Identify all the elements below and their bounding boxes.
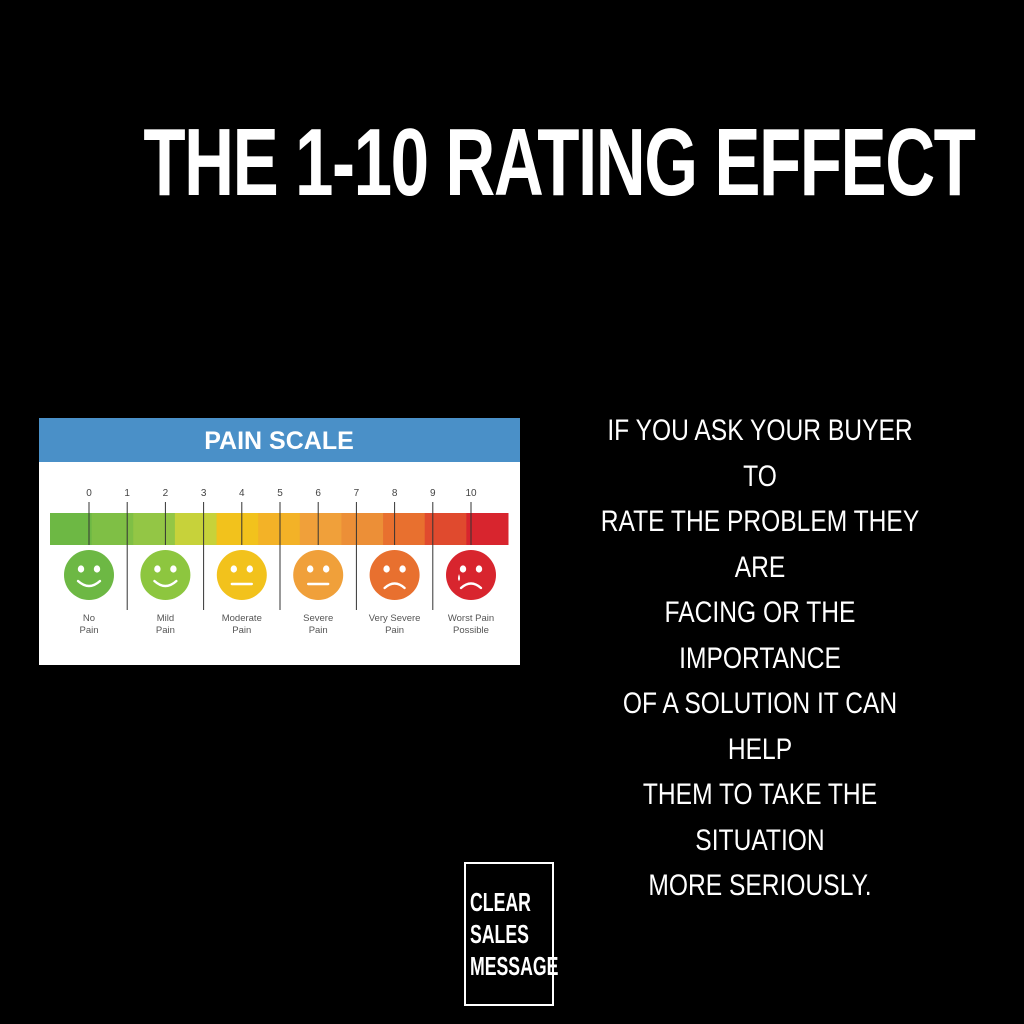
pain-scale-header (39, 418, 520, 462)
face-eye (307, 565, 314, 573)
body-line: RATE THE PROBLEM THEY ARE (600, 505, 920, 584)
scale-segment (424, 513, 467, 545)
face-mouth (383, 582, 406, 590)
body-text: IF YOU ASK YOUR BUYER TO RATE THE PROBLE… (596, 408, 924, 909)
scale-segment (383, 513, 426, 545)
headline: THE 1-10 RATING EFFECT (143, 109, 976, 216)
scale-segment (133, 513, 176, 545)
face-icon (369, 550, 420, 600)
face-icon (293, 550, 344, 600)
face-icon (140, 550, 191, 600)
face-eye (323, 565, 330, 573)
body-line: OF A SOLUTION IT CAN HELP (622, 687, 898, 766)
scale-number: 0 (86, 488, 92, 499)
body-line: FACING OR THE IMPORTANCE (664, 596, 856, 675)
face-mouth (459, 582, 483, 590)
scale-segment (466, 513, 509, 545)
scale-segment (174, 513, 218, 545)
face-eye (246, 565, 253, 573)
scale-segment (299, 513, 342, 545)
scale-number: 6 (315, 488, 321, 499)
face-label: Severe (303, 613, 333, 624)
scale-number: 9 (430, 488, 436, 499)
face-eye (383, 565, 390, 573)
face-label: Possible (453, 625, 489, 636)
face-eye (459, 565, 467, 573)
face-eye (399, 565, 406, 573)
scale-number: 1 (124, 488, 130, 499)
face-label: Worst Pain (448, 613, 494, 624)
logo-line: SALES (470, 919, 529, 949)
pain-scale-image: PAIN SCALE 0 1 2 3 4 5 6 7 8 9 10 No Pain Mild Pain Mo… (39, 418, 520, 665)
face-label: Pain (309, 625, 328, 636)
face-icon (216, 550, 267, 600)
scale-number: 10 (465, 488, 477, 499)
face-icon (64, 550, 114, 600)
face-tear (458, 574, 460, 581)
scale-number: 7 (354, 488, 360, 499)
face-eye (93, 565, 101, 573)
face-label: Pain (156, 625, 175, 636)
pain-scale-graphic: PAIN SCALE 0 1 2 3 4 5 6 7 8 9 10 NoPainMildPainMo… (39, 418, 520, 636)
face-icon (446, 550, 496, 600)
face-label: Very Severe (369, 613, 421, 624)
face-mouth (76, 579, 102, 588)
logo-line: CLEAR (470, 887, 531, 917)
body-line: MORE SERIOUSLY. (648, 869, 872, 902)
face-eye (77, 565, 85, 573)
face-label: No (83, 613, 95, 624)
pain-scale-faces: NoPainMildPainModeratePainSeverePainVery… (64, 550, 496, 636)
face-label: Pain (232, 625, 251, 636)
scale-number: 3 (201, 488, 207, 499)
scale-segment (258, 513, 301, 545)
face-label: Moderate (222, 613, 262, 624)
scale-number: 8 (392, 488, 398, 499)
logo-line: MESSAGE (470, 951, 559, 981)
scale-number: 4 (239, 488, 245, 499)
scale-segment (50, 513, 93, 545)
face-label: Mild (157, 613, 174, 624)
scale-number: 5 (277, 488, 283, 499)
face-label: Pain (385, 625, 404, 636)
scale-segment (216, 513, 259, 545)
pain-scale-numbers: 0 1 2 3 4 5 6 7 8 9 10 (86, 488, 477, 499)
face-eye (475, 565, 483, 573)
clear-sales-message-logo: CLEAR SALES MESSAGE (464, 862, 558, 1006)
body-line: IF YOU ASK YOUR BUYER TO (607, 414, 913, 493)
face-eye (230, 565, 237, 573)
face-eye (170, 565, 177, 573)
face-mouth (153, 579, 178, 588)
face-eye (154, 565, 161, 573)
scale-segment (341, 513, 384, 545)
body-line: THEM TO TAKE THE SITUATION (642, 778, 878, 857)
pain-scale-title: PAIN SCALE (204, 427, 354, 455)
scale-number: 2 (163, 488, 169, 499)
pain-scale-bar (50, 502, 509, 610)
face-label: Pain (79, 625, 98, 636)
